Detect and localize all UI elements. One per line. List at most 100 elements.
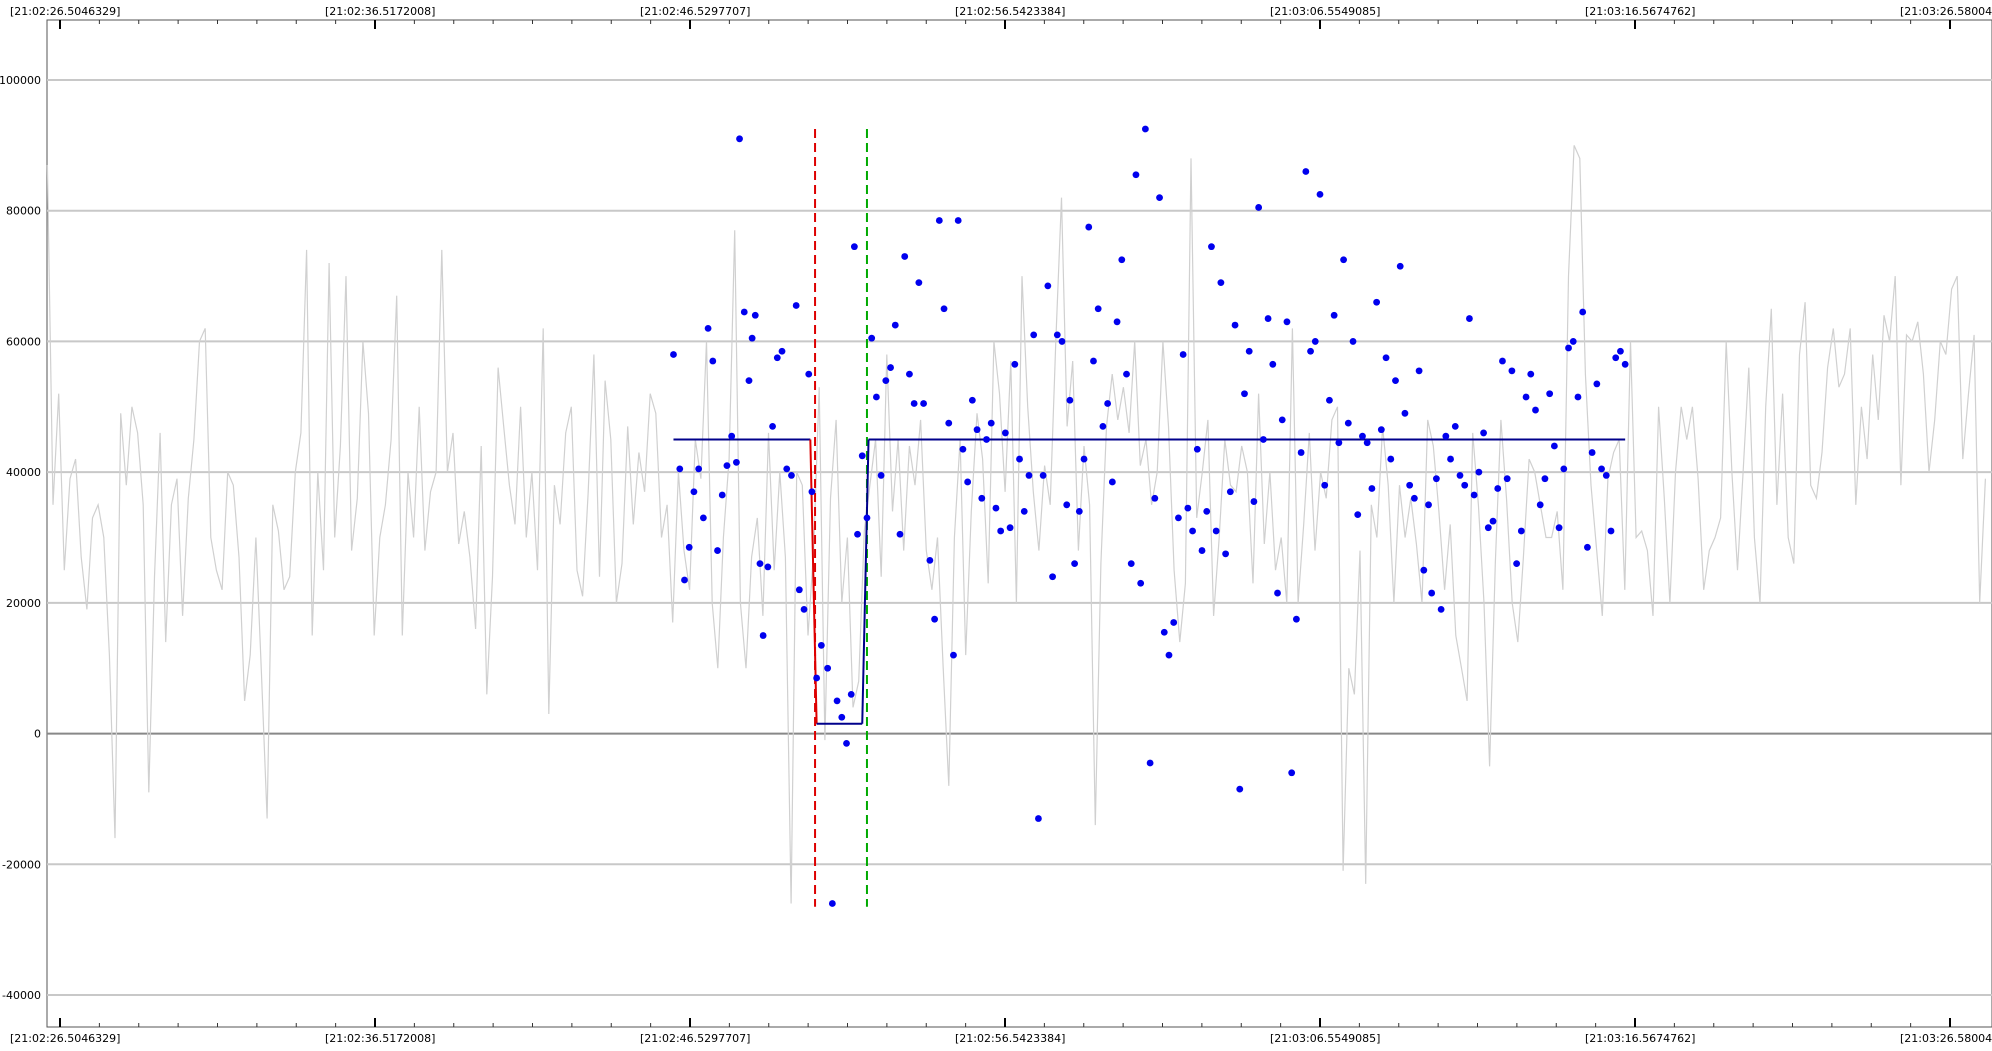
data-point — [1141, 125, 1149, 133]
data-point — [954, 217, 962, 224]
data-point — [1550, 442, 1558, 450]
data-point — [1006, 524, 1014, 532]
x-tick-label-bottom: [21:02:56.5423384] — [955, 1032, 1065, 1045]
data-point — [987, 419, 995, 427]
data-point — [847, 690, 855, 698]
data-point — [1025, 472, 1033, 479]
data-point — [1602, 472, 1610, 479]
data-point — [1532, 406, 1539, 414]
data-point — [1584, 543, 1591, 551]
data-point — [1170, 619, 1178, 626]
data-point — [1475, 468, 1483, 476]
data-point — [1245, 347, 1253, 355]
data-point — [1311, 338, 1319, 345]
data-point — [1354, 511, 1362, 519]
data-point — [805, 370, 813, 378]
data-point — [1489, 517, 1497, 525]
data-point — [1231, 321, 1239, 329]
fit-segment — [861, 439, 870, 724]
data-point — [1274, 589, 1281, 597]
data-point — [1264, 315, 1272, 322]
data-point — [950, 651, 957, 659]
data-point — [1555, 524, 1563, 532]
data-point — [1480, 429, 1487, 437]
data-point — [1484, 524, 1492, 532]
data-point — [1053, 331, 1061, 339]
data-point — [931, 615, 939, 623]
data-point — [1340, 256, 1347, 264]
data-point — [1292, 615, 1300, 623]
data-point — [728, 432, 736, 440]
data-point — [1066, 396, 1074, 404]
data-point — [887, 364, 894, 371]
data-point — [828, 900, 836, 907]
data-point — [1442, 432, 1450, 440]
data-point — [759, 632, 767, 639]
data-point — [1016, 455, 1023, 463]
data-point — [1151, 494, 1159, 502]
data-point — [1335, 439, 1343, 447]
data-point — [813, 674, 821, 682]
data-point — [1030, 331, 1038, 339]
data-point — [824, 664, 832, 672]
data-point — [795, 586, 803, 594]
data-point — [1212, 527, 1220, 535]
data-point — [756, 560, 764, 568]
x-tick-label-bottom: [21:03:26.5800464] — [1900, 1032, 1992, 1045]
data-point — [808, 488, 816, 496]
data-point — [1330, 311, 1338, 319]
x-tick-label-top: [21:03:26.5800464] — [1900, 5, 1992, 18]
data-point — [778, 347, 786, 355]
data-point — [1075, 507, 1083, 515]
data-point — [1316, 190, 1324, 198]
data-point — [800, 605, 808, 613]
data-point — [838, 713, 846, 721]
data-point — [1415, 367, 1423, 375]
x-tick-label-top: [21:02:46.5297707] — [640, 5, 750, 18]
data-point — [1058, 338, 1066, 345]
data-point — [1099, 422, 1107, 430]
signal-series-line — [46, 145, 1986, 904]
data-point — [670, 351, 677, 358]
data-point — [736, 135, 743, 143]
data-point — [1456, 472, 1464, 479]
data-point — [1226, 488, 1234, 496]
data-point — [1132, 171, 1140, 179]
data-point — [915, 279, 923, 287]
data-point — [723, 462, 731, 470]
data-point — [901, 253, 909, 260]
data-point — [1560, 465, 1568, 473]
data-point — [1349, 338, 1357, 345]
data-point — [1175, 514, 1182, 522]
data-point — [983, 436, 990, 443]
data-point — [945, 419, 953, 427]
data-point — [1044, 282, 1052, 290]
data-point — [1621, 360, 1629, 368]
data-point — [1373, 298, 1381, 306]
data-point — [1503, 475, 1511, 483]
data-point — [714, 547, 721, 554]
data-point — [1612, 354, 1620, 362]
data-point — [1123, 370, 1130, 378]
data-point — [1363, 439, 1371, 447]
data-point — [1259, 436, 1267, 443]
data-point — [1392, 377, 1399, 385]
data-point — [1508, 367, 1516, 375]
data-point — [1108, 478, 1116, 486]
data-point — [1344, 419, 1352, 427]
data-point — [1184, 504, 1192, 512]
data-point — [877, 472, 885, 479]
y-tick-label: -20000 — [2, 858, 41, 871]
data-point — [940, 305, 948, 313]
data-point — [1090, 357, 1097, 365]
data-point — [1432, 475, 1440, 483]
data-point — [1598, 465, 1605, 473]
x-tick-label-top: [21:02:56.5423384] — [955, 5, 1065, 18]
data-point — [740, 308, 748, 316]
x-tick-label-bottom: [21:02:46.5297707] — [640, 1032, 750, 1045]
data-point — [1001, 429, 1009, 437]
data-point — [896, 530, 904, 538]
data-point — [1118, 256, 1126, 264]
data-point — [704, 324, 712, 332]
